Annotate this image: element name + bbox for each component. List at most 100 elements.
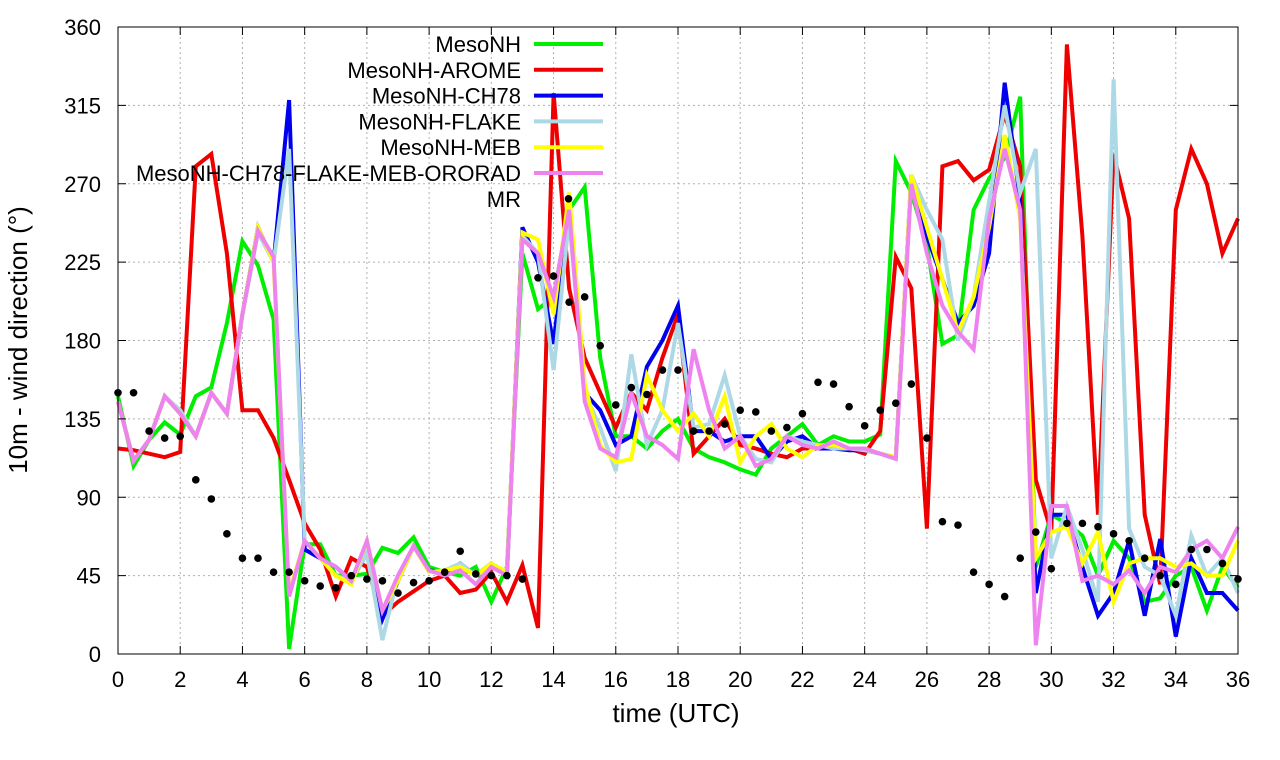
x-tick-label: 32 xyxy=(1101,667,1125,692)
data-point xyxy=(1078,519,1087,528)
data-point xyxy=(223,530,231,538)
data-point xyxy=(549,272,558,280)
data-point xyxy=(565,298,573,306)
y-tick-label: 90 xyxy=(77,485,101,510)
series-mr xyxy=(114,272,1242,601)
legend-label-mesonh-ch78-flake-meb-ororad: MesoNH-CH78-FLAKE-MEB-ORORAD xyxy=(136,161,521,186)
data-point xyxy=(736,406,745,414)
data-point xyxy=(860,422,869,430)
data-point xyxy=(705,427,713,435)
x-tick-label: 34 xyxy=(1164,667,1188,692)
data-point xyxy=(689,427,698,435)
legend-label-mesonh-meb: MesoNH-MEB xyxy=(380,135,521,160)
data-point xyxy=(1156,571,1165,580)
legend-label-mr: MR xyxy=(487,187,521,212)
y-axis-ticks: 0 45 90 135 180 225 270 315 360 xyxy=(64,15,1238,667)
x-tick-label: 12 xyxy=(479,667,503,692)
series-layer xyxy=(114,44,1242,650)
data-point xyxy=(316,582,325,590)
x-axis-label: time (UTC) xyxy=(612,698,739,728)
data-point xyxy=(829,380,838,388)
legend-label-mesonh: MesoNH xyxy=(435,32,521,57)
y-tick-label: 180 xyxy=(64,329,101,354)
series-mesonh-ch78-flake-meb-ororad-line xyxy=(116,148,1240,646)
data-point xyxy=(845,402,853,411)
data-point xyxy=(1000,592,1009,601)
y-tick-label: 360 xyxy=(64,15,101,40)
legend-label-mesonh-flake: MesoNH-FLAKE xyxy=(358,109,521,134)
x-tick-label: 20 xyxy=(728,667,752,692)
data-point xyxy=(1171,580,1180,589)
y-tick-label: 225 xyxy=(64,250,101,275)
data-point xyxy=(269,568,278,576)
data-point xyxy=(409,578,418,587)
data-point xyxy=(1203,545,1211,554)
x-tick-label: 18 xyxy=(666,667,690,692)
data-point xyxy=(331,584,340,592)
legend-label-mesonh-arome: MesoNH-AROME xyxy=(347,58,521,83)
x-axis-ticks: 0 2 4 6 8 10 12 14 16 18 20 22 24 26 28 30 32 34 36 xyxy=(112,27,1250,692)
x-tick-label: 0 xyxy=(112,667,124,692)
data-point xyxy=(658,366,667,374)
data-point xyxy=(1187,545,1196,554)
data-point xyxy=(534,274,542,282)
data-point xyxy=(643,390,651,399)
data-point xyxy=(1031,528,1040,536)
x-tick-label: 26 xyxy=(915,667,939,692)
x-tick-label: 6 xyxy=(299,667,311,692)
x-tick-label: 8 xyxy=(361,667,373,692)
data-point xyxy=(891,399,900,408)
y-tick-label: 270 xyxy=(64,172,101,197)
data-point xyxy=(1047,564,1056,573)
data-point xyxy=(1218,559,1227,568)
y-tick-label: 0 xyxy=(89,642,101,667)
y-tick-label: 135 xyxy=(64,407,101,432)
data-point xyxy=(814,378,822,387)
data-point xyxy=(907,380,916,388)
x-tick-label: 28 xyxy=(977,667,1001,692)
data-point xyxy=(751,408,760,416)
data-point xyxy=(720,420,729,428)
data-point xyxy=(394,589,402,597)
x-tick-label: 2 xyxy=(174,667,186,692)
y-tick-label: 315 xyxy=(64,93,101,118)
data-point xyxy=(456,547,465,556)
data-point xyxy=(783,423,791,432)
data-point xyxy=(627,383,636,392)
data-point xyxy=(518,575,527,583)
data-point xyxy=(938,517,947,526)
data-point xyxy=(378,577,387,585)
data-point xyxy=(954,521,962,529)
data-point xyxy=(580,293,589,301)
x-tick-label: 36 xyxy=(1226,667,1250,692)
data-point xyxy=(1094,523,1102,531)
legend-label-mesonh-ch78: MesoNH-CH78 xyxy=(372,84,521,109)
x-tick-label: 30 xyxy=(1039,667,1063,692)
data-point xyxy=(471,570,480,578)
data-point xyxy=(503,571,511,580)
data-point xyxy=(487,571,496,580)
x-tick-label: 14 xyxy=(541,667,565,692)
data-point xyxy=(674,366,682,374)
x-tick-label: 4 xyxy=(236,667,248,692)
data-point xyxy=(1125,536,1133,545)
data-point xyxy=(238,554,247,563)
x-tick-label: 16 xyxy=(604,667,628,692)
data-point xyxy=(145,427,153,435)
data-point xyxy=(985,580,993,589)
data-point xyxy=(363,575,371,583)
data-point xyxy=(1140,554,1149,563)
data-point xyxy=(1109,530,1118,538)
data-point xyxy=(176,432,185,441)
data-point xyxy=(923,434,931,442)
data-point xyxy=(440,568,449,576)
x-tick-label: 24 xyxy=(852,667,876,692)
data-point xyxy=(129,388,138,397)
x-tick-label: 10 xyxy=(417,667,441,692)
data-point xyxy=(1016,554,1025,563)
data-point xyxy=(300,577,309,585)
data-point xyxy=(767,427,776,435)
data-point xyxy=(254,554,262,563)
